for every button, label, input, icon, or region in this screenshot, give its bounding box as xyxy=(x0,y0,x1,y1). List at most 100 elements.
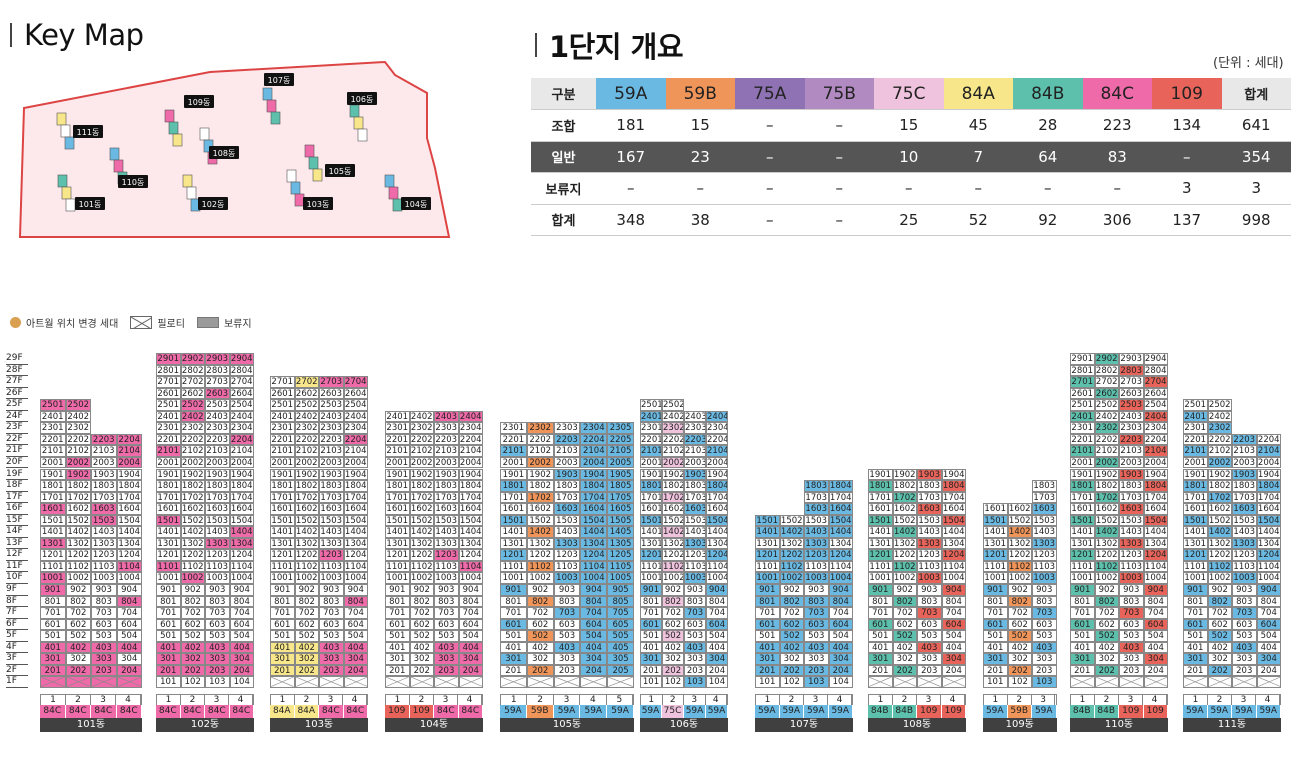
unit-cell[interactable]: 2004 xyxy=(458,456,483,469)
unit-cell[interactable]: 902 xyxy=(180,584,205,596)
unit-cell[interactable]: 603 xyxy=(205,618,230,631)
unit-cell[interactable]: 1302 xyxy=(1007,537,1032,550)
unit-cell[interactable]: 1601 xyxy=(500,503,527,515)
unit-cell[interactable]: 601 xyxy=(156,618,181,631)
unit-cell[interactable]: 102 xyxy=(180,676,205,688)
unit-cell[interactable]: 2402 xyxy=(409,410,434,423)
unit-cell[interactable]: 101 xyxy=(755,676,780,688)
unit-cell[interactable]: 203 xyxy=(91,664,117,677)
unit-cell[interactable]: 404 xyxy=(828,641,853,654)
unit-cell[interactable]: 2201 xyxy=(640,433,662,446)
unit-cell[interactable]: 1504 xyxy=(229,514,254,527)
unit-cell[interactable]: 2103 xyxy=(684,445,706,457)
unit-cell[interactable]: 401 xyxy=(156,641,181,654)
unit-cell[interactable]: 602 xyxy=(180,618,205,631)
unit-cell[interactable]: 903 xyxy=(917,584,942,596)
unit-cell[interactable]: 1602 xyxy=(294,503,319,515)
unit-cell[interactable]: 1303 xyxy=(553,537,581,550)
unit-cell[interactable]: 404 xyxy=(1143,641,1168,654)
unit-cell[interactable]: 1603 xyxy=(684,503,706,515)
unit-cell[interactable]: 703 xyxy=(917,607,942,619)
unit-cell[interactable]: 904 xyxy=(458,584,483,596)
unit-cell[interactable]: 901 xyxy=(868,584,893,596)
pilotis-cell[interactable] xyxy=(1256,676,1281,688)
unit-cell[interactable]: 202 xyxy=(1094,664,1119,677)
unit-cell[interactable]: 1401 xyxy=(270,526,295,538)
unit-cell[interactable]: 1602 xyxy=(1094,503,1119,515)
unit-cell[interactable]: 1303 xyxy=(684,537,706,550)
unit-cell[interactable]: 1104 xyxy=(941,560,966,573)
unit-cell[interactable]: 1904 xyxy=(706,468,728,481)
unit-cell[interactable]: 803 xyxy=(434,595,459,608)
pilotis-cell[interactable] xyxy=(319,676,344,688)
unit-cell[interactable]: 904 xyxy=(1256,584,1281,596)
unit-cell[interactable]: 1404 xyxy=(1143,526,1168,538)
unit-cell[interactable]: 602 xyxy=(1007,618,1032,631)
unit-cell[interactable]: 1204 xyxy=(941,549,966,561)
unit-cell[interactable]: 204 xyxy=(343,664,368,677)
unit-cell[interactable]: 2902 xyxy=(1094,353,1119,365)
unit-cell[interactable]: 503 xyxy=(91,630,117,642)
unit-cell[interactable]: 1003 xyxy=(1032,572,1057,584)
unit-cell[interactable]: 304 xyxy=(116,653,142,665)
unit-cell[interactable]: 1303 xyxy=(917,537,942,550)
unit-cell[interactable]: 1904 xyxy=(229,468,254,481)
pilotis-cell[interactable] xyxy=(116,676,142,688)
unit-cell[interactable]: 2702 xyxy=(1094,376,1119,388)
unit-cell[interactable]: 704 xyxy=(828,607,853,619)
unit-cell[interactable]: 2101 xyxy=(640,445,662,457)
unit-cell[interactable]: 2004 xyxy=(1256,456,1281,469)
unit-cell[interactable]: 2003 xyxy=(434,456,459,469)
unit-cell[interactable]: 802 xyxy=(526,595,554,608)
unit-cell[interactable]: 502 xyxy=(1007,630,1032,642)
unit-cell[interactable]: 2303 xyxy=(319,422,344,434)
unit-cell[interactable]: 1202 xyxy=(294,549,319,561)
unit-cell[interactable]: 503 xyxy=(553,630,581,642)
unit-cell[interactable]: 2404 xyxy=(229,410,254,423)
unit-cell[interactable]: 402 xyxy=(892,641,917,654)
unit-cell[interactable]: 1703 xyxy=(1032,491,1057,504)
unit-cell[interactable]: 1203 xyxy=(804,549,829,561)
unit-cell[interactable]: 1101 xyxy=(1183,560,1208,573)
unit-cell[interactable]: 504 xyxy=(458,630,483,642)
unit-cell[interactable]: 1905 xyxy=(607,468,634,481)
unit-cell[interactable]: 1903 xyxy=(91,468,117,481)
unit-cell[interactable]: 902 xyxy=(526,584,554,596)
unit-cell[interactable]: 1401 xyxy=(755,526,780,538)
unit-cell[interactable]: 1103 xyxy=(1119,560,1144,573)
unit-cell[interactable]: 2104 xyxy=(116,445,142,457)
unit-cell[interactable]: 201 xyxy=(983,664,1008,677)
unit-cell[interactable]: 2103 xyxy=(91,445,117,457)
unit-cell[interactable]: 701 xyxy=(868,607,893,619)
unit-cell[interactable]: 1304 xyxy=(343,537,368,550)
unit-cell[interactable]: 804 xyxy=(116,595,142,608)
unit-cell[interactable]: 902 xyxy=(892,584,917,596)
unit-cell[interactable]: 1004 xyxy=(828,572,853,584)
unit-cell[interactable]: 401 xyxy=(40,641,66,654)
unit-cell[interactable]: 1901 xyxy=(1070,468,1095,481)
unit-cell[interactable]: 1604 xyxy=(706,503,728,515)
unit-cell[interactable]: 1404 xyxy=(941,526,966,538)
unit-cell[interactable]: 2302 xyxy=(1207,422,1232,434)
unit-cell[interactable]: 201 xyxy=(1183,664,1208,677)
unit-cell[interactable]: 2201 xyxy=(385,433,410,446)
unit-cell[interactable]: 2103 xyxy=(434,445,459,457)
unit-cell[interactable]: 1801 xyxy=(500,480,527,492)
unit-cell[interactable]: 1103 xyxy=(205,560,230,573)
unit-cell[interactable]: 2301 xyxy=(500,422,527,434)
keymap-building-label[interactable]: 105동 xyxy=(325,164,355,177)
unit-cell[interactable]: 1502 xyxy=(180,514,205,527)
unit-cell[interactable]: 1501 xyxy=(270,514,295,527)
unit-cell[interactable]: 602 xyxy=(1094,618,1119,631)
unit-cell[interactable]: 2102 xyxy=(409,445,434,457)
unit-cell[interactable]: 1304 xyxy=(941,537,966,550)
unit-cell[interactable]: 2201 xyxy=(1070,433,1095,446)
unit-cell[interactable]: 1404 xyxy=(706,526,728,538)
unit-cell[interactable]: 1603 xyxy=(1119,503,1144,515)
unit-cell[interactable]: 2302 xyxy=(409,422,434,434)
unit-cell[interactable]: 1801 xyxy=(156,480,181,492)
unit-cell[interactable]: 2404 xyxy=(343,410,368,423)
unit-cell[interactable]: 2003 xyxy=(1232,456,1257,469)
unit-cell[interactable]: 1405 xyxy=(607,526,634,538)
unit-cell[interactable]: 1701 xyxy=(385,491,410,504)
